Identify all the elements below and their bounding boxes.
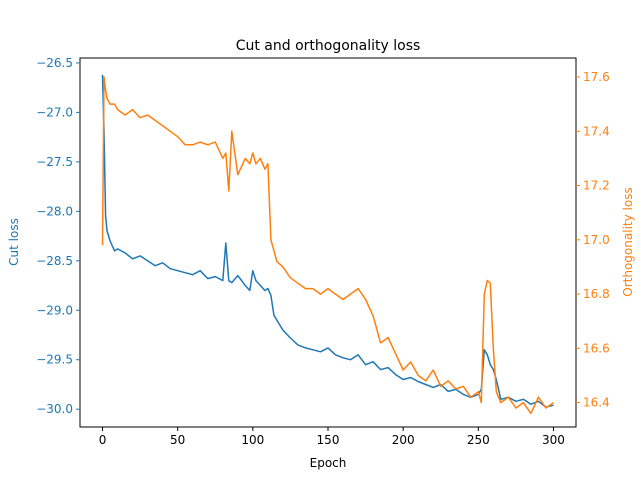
left-tick-label: −30.0: [36, 402, 73, 416]
x-tick-label: 50: [170, 433, 185, 447]
left-tick-label: −28.0: [36, 204, 73, 218]
left-tick-label: −29.0: [36, 303, 73, 317]
right-tick-label: 17.2: [583, 179, 610, 193]
x-tick-label: 100: [241, 433, 264, 447]
left-tick-label: −28.5: [36, 254, 73, 268]
x-tick-label: 200: [392, 433, 415, 447]
x-tick-label: 150: [317, 433, 340, 447]
right-tick-label: 16.6: [583, 341, 610, 355]
left-y-axis: −30.0 −29.5 −29.0 −28.5 −28.0 −27.5 −27.0 −26.5: [36, 56, 81, 427]
left-tick-label: −27.5: [36, 155, 73, 169]
x-tick-label: 0: [99, 433, 107, 447]
right-tick-label: 16.4: [583, 396, 610, 410]
chart-title: Cut and orthogonality loss: [236, 38, 421, 54]
x-tick-label: 250: [467, 433, 490, 447]
x-axis: 0 50 100 150 200 250 300: [99, 427, 565, 447]
right-tick-label: 16.8: [583, 287, 610, 301]
x-tick-label: 300: [542, 433, 565, 447]
left-axis-label: Cut loss: [7, 218, 21, 266]
right-axis-label: Orthogonality loss: [621, 187, 635, 296]
right-tick-label: 17.4: [583, 124, 610, 138]
plot-lines: [101, 74, 554, 415]
left-tick-label: −26.5: [36, 56, 73, 70]
right-tick-label: 17.6: [583, 70, 610, 84]
left-tick-label: −29.5: [36, 353, 73, 367]
orthogonality-loss-line: [101, 76, 554, 415]
right-y-axis: 16.4 16.6 16.8 17.0 17.2 17.4 17.6: [575, 58, 610, 427]
left-tick-label: −27.0: [36, 105, 73, 119]
right-tick-label: 17.0: [583, 233, 610, 247]
x-axis-label: Epoch: [310, 456, 347, 470]
